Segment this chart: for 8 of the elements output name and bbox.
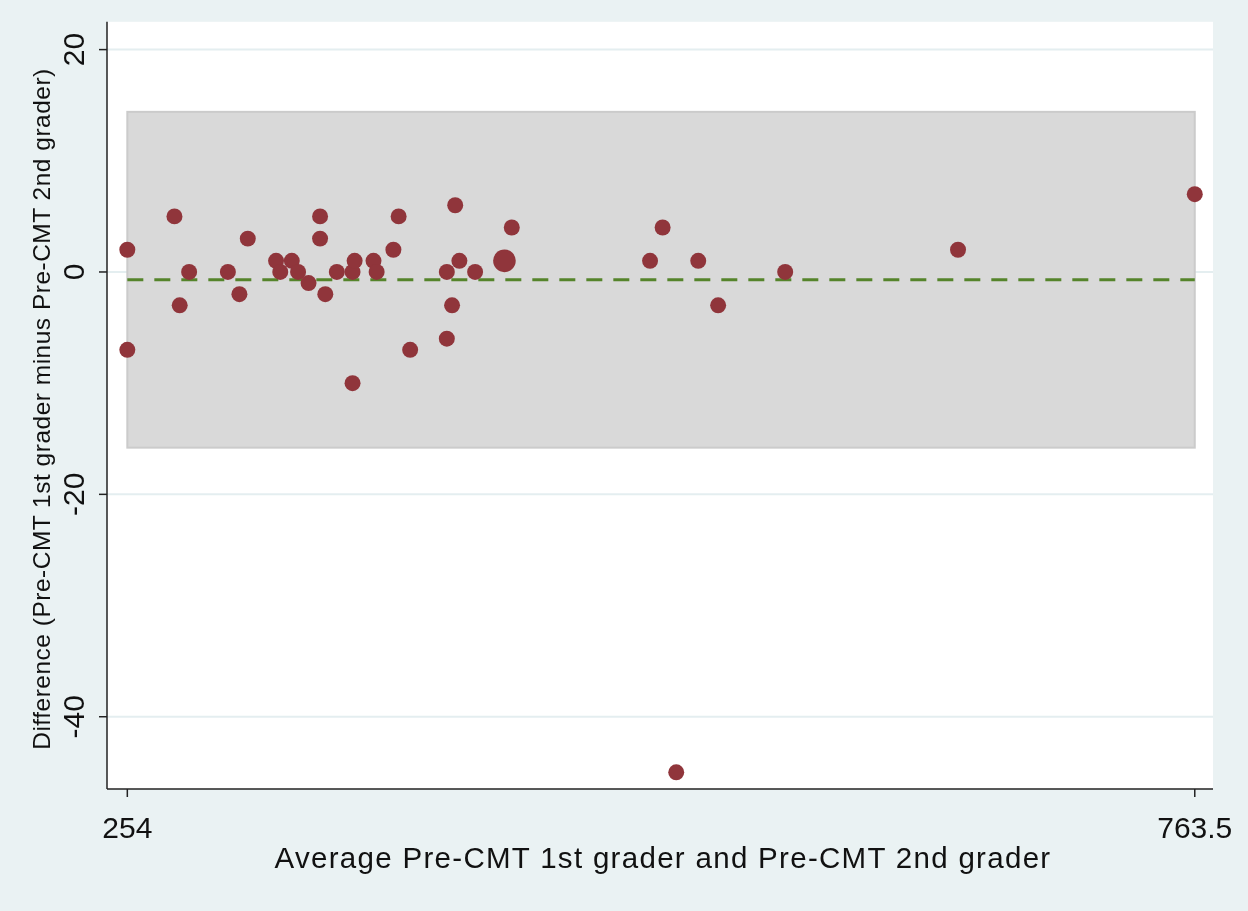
y-tick-label: 0 [57, 263, 90, 281]
y-tick-label: 20 [57, 32, 90, 67]
y-tick-label: -20 [57, 472, 90, 517]
x-tick-label: 254 [102, 811, 153, 844]
x-axis-title: Average Pre-CMT 1st grader and Pre-CMT 2nd grader [274, 841, 1052, 874]
y-tick-label: -40 [57, 695, 90, 739]
y-axis-title: Difference (Pre-CMT 1st grader minus Pre-CMT 2nd grader) [28, 68, 55, 750]
x-tick-label: 763.5 [1157, 811, 1233, 844]
